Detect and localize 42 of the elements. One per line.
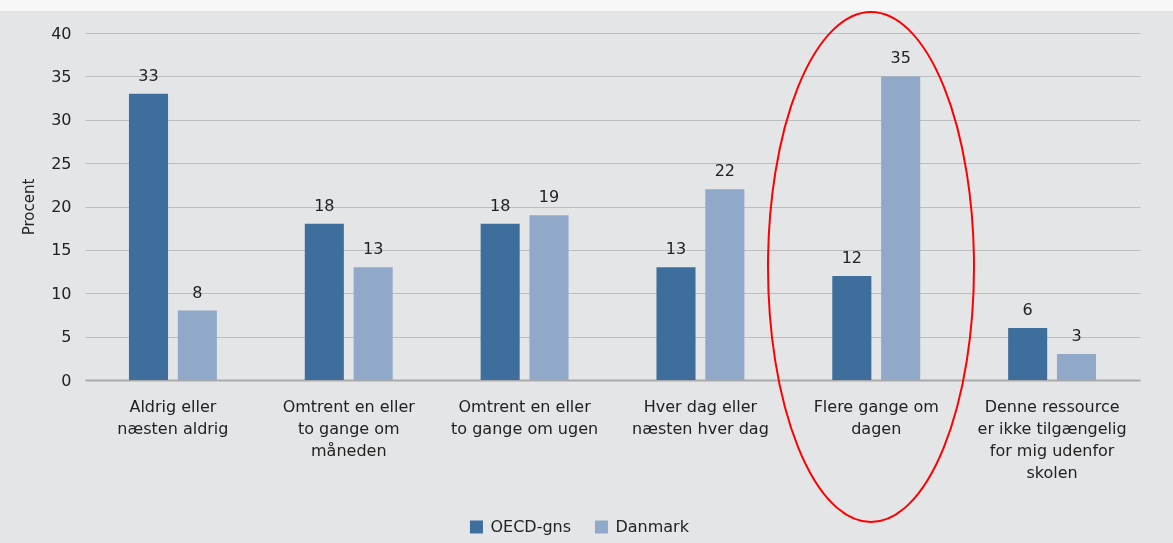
y-tick-label: 25 [51,153,72,173]
data-label: 6 [1022,299,1033,319]
bar [529,215,569,380]
y-tick-label: 0 [61,370,72,390]
bar [881,76,921,380]
data-label: 12 [841,247,863,267]
bar [1056,353,1097,380]
x-tick-label: Denne ressource er ikke tilgængelig for mig udenfor skolen [977,396,1127,482]
data-label: 33 [138,65,159,85]
x-tick-label: Omtrent en eller to gange om ugen [451,396,599,438]
y-tick-label: 15 [51,240,72,260]
data-label: 13 [362,239,384,259]
legend-label: OECD-gns [490,517,572,536]
bar [304,223,344,380]
bar [177,310,217,380]
data-label: 3 [1071,325,1082,345]
y-axis-title: Procent [20,178,39,236]
data-label: 22 [714,161,736,181]
legend-label: Danmark [615,517,690,536]
x-tick-label: Omtrent en eller to gange om måneden [282,396,416,460]
data-label: 8 [192,282,203,302]
data-label: 13 [665,239,687,259]
bar [832,275,872,380]
y-tick-label: 35 [51,66,72,86]
y-tick-label: 40 [51,23,72,43]
data-label: 18 [489,195,511,215]
x-tick-label: Hver dag eller næsten hver dag [632,396,769,438]
bar [128,93,169,380]
bar [480,223,520,380]
bar [1008,327,1048,380]
y-tick-label: 20 [51,197,72,216]
y-tick-label: 5 [61,327,72,347]
data-label: 19 [538,187,560,207]
x-tick-label: Flere gange om dagen [813,396,939,438]
bar [705,189,745,380]
bar [656,267,696,380]
y-tick-label: 30 [51,110,72,130]
data-label: 35 [890,48,911,68]
x-tick-label: Aldrig eller næsten aldrig [117,396,229,438]
bar [353,267,393,380]
y-tick-label: 10 [51,283,72,303]
data-label: 18 [314,195,335,215]
